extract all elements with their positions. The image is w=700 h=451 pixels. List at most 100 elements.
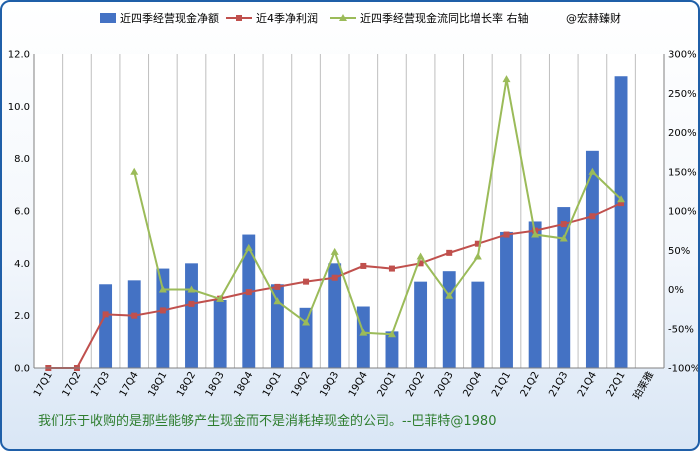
growth-point xyxy=(473,252,482,260)
x-tick-label: 21Q1 xyxy=(490,370,513,399)
growth-point xyxy=(330,247,339,255)
net-profit-point xyxy=(589,213,596,220)
net-profit-point xyxy=(331,274,338,281)
bar xyxy=(557,207,571,368)
x-tick-label: 21Q4 xyxy=(576,370,599,399)
bar xyxy=(270,284,284,368)
bar-series xyxy=(99,76,628,368)
net-profit-point xyxy=(474,240,481,247)
x-tick-label: 珀莱雅 xyxy=(630,369,656,401)
legend-watermark: @宏赫臻财 xyxy=(566,11,621,25)
x-tick-label: 19Q2 xyxy=(290,370,313,399)
growth-point xyxy=(617,195,626,203)
x-tick-label: 17Q1 xyxy=(32,370,55,399)
legend-marker-profit xyxy=(236,15,242,21)
net-profit-point xyxy=(560,221,567,228)
y-tick-label-right: 300% xyxy=(668,50,697,61)
y-tick-label-left: 8.0 xyxy=(14,154,30,165)
bar xyxy=(442,271,456,368)
bar xyxy=(614,76,628,368)
x-tick-label: 18Q3 xyxy=(204,370,227,399)
legend: 近四季经营现金净额 近4季净利润 近四季经营现金流同比增长率 右轴 @宏赫臻财 xyxy=(100,11,621,25)
x-tick-label: 17Q3 xyxy=(89,370,112,399)
bar xyxy=(385,331,399,368)
bar xyxy=(328,263,342,368)
y-tick-labels-left: 0.0 2.0 4.0 6.0 8.0 10.0 12.0 xyxy=(8,50,30,375)
x-tick-label: 21Q3 xyxy=(547,370,570,399)
bar xyxy=(99,284,113,368)
growth-point xyxy=(216,294,225,302)
growth-point xyxy=(359,328,368,336)
x-tick-label: 20Q2 xyxy=(404,370,427,399)
y-tick-label-left: 0.0 xyxy=(14,364,30,375)
y-tick-label-right: 50% xyxy=(668,246,690,257)
bar xyxy=(185,263,198,368)
buffett-quote: 我们乐于收购的是那些能够产生现金而不是消耗掉现金的公司。--巴菲特@1980 xyxy=(38,413,496,429)
legend-label-growth: 近四季经营现金流同比增长率 右轴 xyxy=(360,11,529,25)
y-tick-label-right: -50% xyxy=(668,324,694,335)
vertical-gridlines xyxy=(62,54,636,368)
bar xyxy=(414,281,428,368)
net-profit-point xyxy=(417,260,424,267)
y-tick-label-left: 2.0 xyxy=(14,311,30,322)
y-tick-label-right: 0% xyxy=(668,285,684,296)
y-tick-label-right: 150% xyxy=(668,167,697,178)
legend-swatch-bar xyxy=(100,13,116,23)
net-profit-series xyxy=(45,200,625,371)
y-tick-label-right: -100% xyxy=(668,364,698,375)
bar xyxy=(242,234,256,368)
bar xyxy=(471,281,485,368)
x-tick-label: 18Q4 xyxy=(232,370,255,399)
net-profit-point xyxy=(618,200,625,207)
net-profit-point xyxy=(303,278,310,285)
bar xyxy=(127,280,141,368)
x-tick-label: 20Q4 xyxy=(461,370,484,399)
y-tick-label-right: 100% xyxy=(668,207,697,218)
bar xyxy=(213,299,227,368)
growth-point xyxy=(559,234,568,242)
net-profit-point xyxy=(245,289,252,296)
x-tick-label: 19Q1 xyxy=(261,370,284,399)
growth-point xyxy=(130,167,139,175)
x-tick-label: 18Q2 xyxy=(175,370,198,399)
growth-point xyxy=(244,243,253,251)
growth-point xyxy=(531,230,540,238)
y-tick-label-right: 200% xyxy=(668,128,697,139)
net-profit-point xyxy=(446,249,453,256)
growth-point xyxy=(445,291,454,299)
y-tick-label-right: 250% xyxy=(668,89,697,100)
net-profit-point xyxy=(159,307,166,314)
growth-point xyxy=(302,318,311,326)
x-tick-label: 17Q4 xyxy=(118,370,141,399)
growth-line xyxy=(133,78,622,336)
x-tick-label: 18Q1 xyxy=(146,370,169,399)
y-tick-label-left: 6.0 xyxy=(14,207,30,218)
x-tick-label: 22Q1 xyxy=(605,370,628,399)
growth-point xyxy=(187,285,196,293)
x-tick-labels: 17Q1 17Q2 17Q3 17Q4 18Q1 18Q2 18Q3 18Q4 19Q1 19Q2… xyxy=(32,369,656,401)
bar xyxy=(356,306,370,368)
bar xyxy=(156,268,170,368)
legend-marker-growth xyxy=(339,14,347,21)
bar xyxy=(299,307,313,368)
growth-series xyxy=(130,75,626,338)
net-profit-point xyxy=(388,265,395,272)
net-profit-point xyxy=(131,312,138,319)
x-tick-label: 21Q2 xyxy=(519,370,542,399)
legend-label-profit: 近4季净利润 xyxy=(256,11,318,25)
x-tick-label: 17Q2 xyxy=(61,370,84,399)
net-profit-point xyxy=(102,311,109,318)
bar xyxy=(528,221,542,368)
y-tick-labels-right: -100% -50% 0% 50% 100% 150% 200% 250% 300% xyxy=(668,50,698,375)
growth-point xyxy=(416,252,425,260)
x-tick-label: 20Q3 xyxy=(433,370,456,399)
x-tick-label: 20Q1 xyxy=(376,370,399,399)
x-tick-label: 19Q3 xyxy=(318,370,341,399)
y-tick-label-left: 12.0 xyxy=(8,50,30,61)
growth-point xyxy=(387,330,396,338)
x-tick-label: 19Q4 xyxy=(347,370,370,399)
growth-point xyxy=(588,167,597,175)
net-profit-point xyxy=(360,262,367,269)
